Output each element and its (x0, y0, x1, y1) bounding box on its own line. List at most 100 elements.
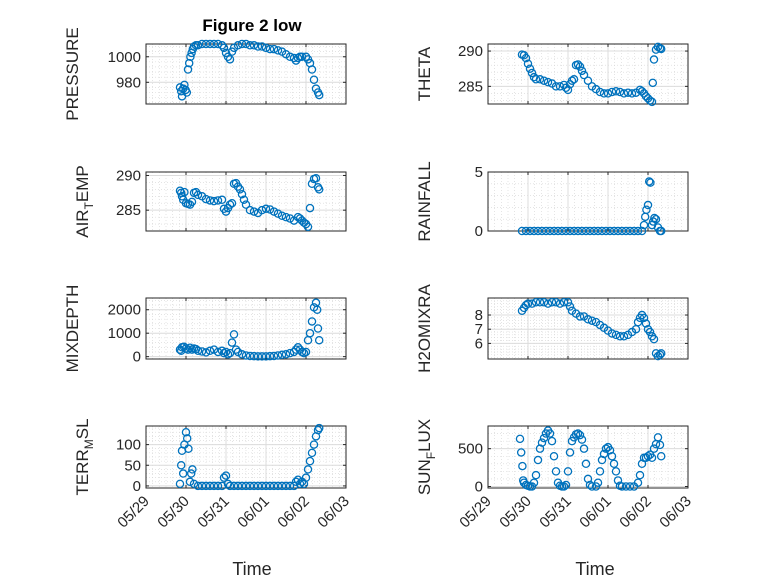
data-point (189, 479, 199, 489)
data-point (277, 481, 287, 491)
data-point (643, 451, 653, 461)
data-point (579, 70, 589, 80)
data-point (643, 200, 653, 210)
data-point (601, 226, 611, 236)
x-tick-label: 05/29 (456, 493, 495, 532)
data-point (615, 332, 625, 341)
data-point (555, 299, 565, 308)
data-point (603, 89, 613, 98)
axes-box (145, 425, 347, 489)
data-point (197, 481, 207, 491)
data-point (539, 433, 549, 443)
y-tick-label: 5 (475, 164, 483, 181)
data-point (583, 76, 593, 85)
data-point (585, 226, 595, 236)
data-point (619, 332, 629, 341)
data-point (647, 453, 657, 463)
data-point (557, 226, 567, 236)
y-axis-label: THETA (415, 46, 434, 101)
data-point (537, 226, 547, 236)
data-point (180, 80, 189, 90)
x-tick-label: 06/03 (314, 493, 353, 532)
data-point (277, 350, 287, 360)
data-point (277, 211, 287, 220)
data-point (265, 205, 275, 214)
data-point (219, 43, 229, 53)
data-point (569, 226, 579, 236)
data-point (551, 467, 561, 476)
data-point (543, 77, 553, 87)
data-point (253, 42, 263, 51)
data-point (237, 481, 247, 491)
data-point (285, 214, 295, 223)
data-point (187, 197, 197, 207)
data-point (656, 44, 666, 54)
data-point (295, 479, 305, 489)
data-point (213, 39, 223, 49)
data-point (521, 226, 531, 236)
data-point (265, 44, 275, 54)
data-point (309, 440, 319, 449)
y-tick-label: 100 (116, 437, 141, 454)
data-point (213, 481, 223, 491)
data-point (293, 475, 303, 484)
y-axis-label: RAINFALL (415, 161, 434, 241)
data-point (269, 481, 279, 491)
data-point (607, 451, 617, 461)
data-point (656, 451, 666, 461)
data-point (245, 481, 255, 491)
data-point (563, 467, 573, 476)
data-point (180, 187, 189, 197)
data-point (301, 52, 311, 62)
data-point (527, 299, 537, 308)
data-point (543, 299, 553, 308)
subplot-mixdepth: 0 1000 2000 MIXDEPTH (63, 285, 347, 372)
data-point (269, 44, 279, 54)
data-point (575, 430, 585, 440)
x-tick-label: 05/30 (496, 493, 535, 532)
data-point (249, 41, 259, 50)
x-tick-label: 06/02 (616, 493, 655, 532)
data-point (581, 226, 591, 236)
data-point (646, 178, 655, 187)
data-point (561, 226, 571, 236)
data-point (629, 226, 639, 236)
data-point (237, 350, 247, 359)
data-point (625, 226, 635, 236)
data-point (285, 348, 295, 358)
data-point (281, 481, 291, 491)
data-point (269, 351, 279, 361)
data-point (193, 481, 203, 491)
data-point (189, 42, 199, 51)
data-point (237, 189, 247, 199)
data-point (647, 97, 657, 107)
data-point (261, 352, 271, 361)
data-point (249, 207, 259, 216)
data-point (523, 299, 533, 308)
y-axis-label: PRESSURE (63, 27, 82, 121)
data-point (245, 205, 255, 215)
x-tick-label: 05/31 (194, 493, 233, 532)
x-tick-label: 06/01 (576, 493, 615, 532)
subplot-sun-flux: 0 500 SUNFLUX 05/29 05/30 05/31 06/01 06/02 06/0… (415, 419, 695, 532)
y-tick-label: 290 (116, 167, 141, 184)
data-point (205, 39, 215, 49)
data-point (175, 479, 185, 489)
data-point (184, 58, 194, 68)
data-point (541, 226, 551, 236)
data-point (611, 467, 621, 476)
data-point (273, 481, 283, 491)
x-tick-label: 06/01 (234, 493, 273, 532)
data-point (565, 302, 575, 311)
data-point (183, 345, 193, 354)
data-point (257, 481, 267, 491)
data-point (229, 481, 239, 491)
data-point (233, 481, 243, 491)
data-point (311, 173, 321, 183)
data-point (577, 66, 587, 76)
y-axis-label: H2OMIXRA (415, 283, 434, 372)
data-point (565, 448, 575, 457)
data-point (639, 220, 649, 230)
data-point (567, 76, 577, 85)
data-point (291, 477, 301, 487)
